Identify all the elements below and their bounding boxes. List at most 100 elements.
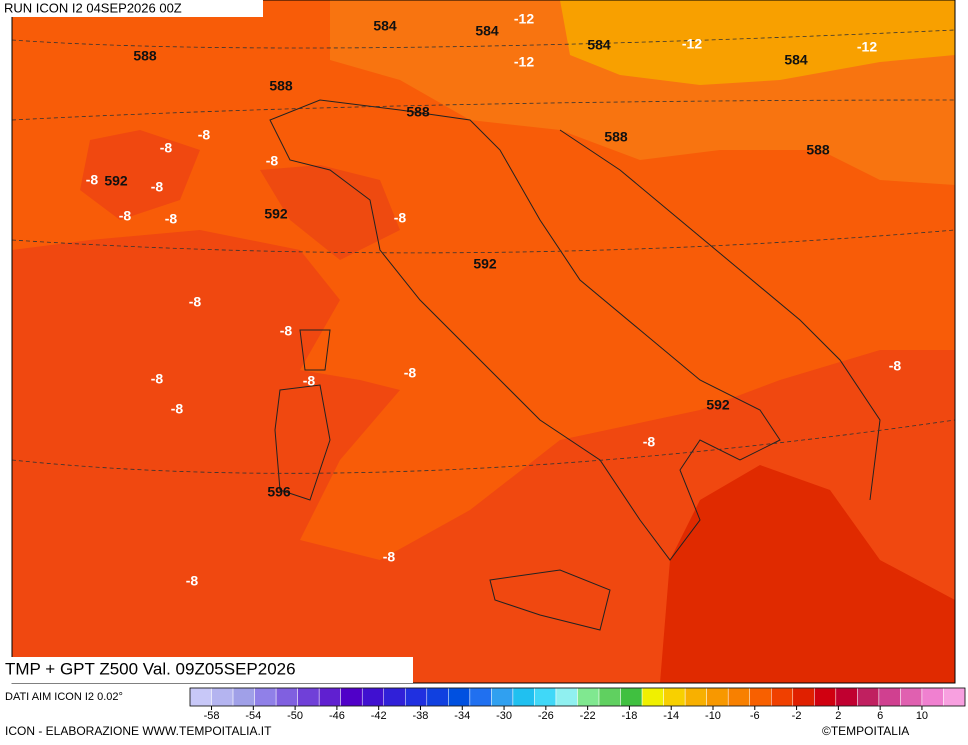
- coastline: [269, 99, 781, 561]
- temp-label: -12: [514, 54, 534, 70]
- temp-label: -8: [151, 179, 164, 195]
- dark-red-region: [660, 465, 955, 683]
- credit: ICON - ELABORAZIONE WWW.TEMPOITALIA.IT: [5, 724, 272, 738]
- run-label: RUN ICON I2 04SEP2026 00Z: [4, 0, 182, 15]
- colorbar-tick-label: -58: [204, 710, 220, 722]
- isohypse: [11, 29, 956, 474]
- temp-label: -8: [151, 371, 164, 387]
- colorbar-swatch: [577, 687, 600, 707]
- colorbar-swatch: [684, 687, 707, 707]
- temp-label: -8: [643, 434, 656, 450]
- temp-label: -12: [514, 11, 534, 27]
- height-label: 592: [104, 173, 128, 189]
- colorbar-swatch: [727, 687, 750, 707]
- colorbar-swatch: [555, 687, 578, 707]
- colorbar-swatch: [706, 687, 729, 707]
- source-label: DATI AIM ICON I2 0.02°: [5, 691, 123, 703]
- contour-labels: 584 584 584 584 588 588 588 588 588 592 592 592 592 5…: [86, 11, 902, 589]
- colorbar-swatch: [318, 687, 341, 707]
- colorbar-tick-label: -38: [413, 710, 429, 722]
- colorbar-tick-label: -26: [538, 710, 554, 722]
- colorbar-tick-label: -34: [454, 710, 470, 722]
- colorbar-swatch: [663, 687, 686, 707]
- colorbar-swatch: [232, 687, 255, 707]
- colorbar-swatch: [814, 687, 837, 707]
- colorbar-swatch: [297, 687, 320, 707]
- colorbar-swatch: [835, 687, 858, 707]
- height-label: 588: [604, 129, 628, 145]
- coastline: [559, 129, 881, 501]
- colorbar-swatch: [211, 687, 234, 707]
- colorbar-tick-label: 10: [916, 710, 928, 722]
- height-label: 596: [267, 484, 291, 500]
- map-title: TMP + GPT Z500 Val. 09Z05SEP2026: [5, 659, 296, 678]
- map-frame: [11, 0, 956, 684]
- colorbar-tick-label: -6: [750, 710, 760, 722]
- temp-label: -8: [394, 210, 407, 226]
- colorbar-tick-label: 2: [835, 710, 841, 722]
- colorbar-swatch: [943, 687, 966, 707]
- height-label: 592: [473, 256, 497, 272]
- colorbar-swatch: [857, 687, 880, 707]
- temp-label: -8: [189, 294, 202, 310]
- height-label: 592: [706, 397, 730, 413]
- yellow-band: [560, 0, 955, 85]
- temp-label: -12: [682, 36, 702, 52]
- colorbar-swatch: [361, 687, 385, 707]
- colorbar-tick-label: 6: [877, 710, 883, 722]
- height-label: 588: [269, 78, 293, 94]
- islands: [274, 329, 611, 631]
- colorbar-tick-label: -2: [792, 710, 802, 722]
- colorbar-swatch: [448, 687, 471, 707]
- height-label: 584: [784, 52, 808, 68]
- temp-label: -8: [383, 549, 396, 565]
- temp-label: -8: [186, 573, 199, 589]
- height-label: 584: [373, 18, 397, 34]
- colorbar-tick-label: -54: [245, 710, 261, 722]
- temp-label: -8: [404, 365, 417, 381]
- colorbar-swatch: [254, 687, 277, 707]
- temp-label: -8: [119, 208, 132, 224]
- colorbar-swatch: [275, 687, 298, 707]
- temp-label: -12: [857, 39, 877, 55]
- colorbar-tick-label: -30: [496, 710, 512, 722]
- temp-label: -8: [198, 127, 211, 143]
- colorbar-swatch: [383, 687, 406, 707]
- colorbar-swatch: [512, 687, 535, 707]
- colorbar-swatch: [340, 687, 363, 707]
- temp-label: -8: [171, 401, 184, 417]
- colorbar-swatch: [900, 687, 923, 707]
- red-patch: [260, 165, 400, 260]
- colorbar-swatch: [189, 687, 212, 707]
- height-label: 588: [133, 48, 157, 64]
- height-label: 588: [406, 104, 430, 120]
- colorbar-swatch: [426, 687, 449, 707]
- temp-label: -8: [86, 172, 99, 188]
- temp-label: -8: [889, 358, 902, 374]
- colorbar-swatch: [792, 687, 815, 707]
- colorbar-tick-label: -42: [371, 710, 387, 722]
- colorbar-swatch: [641, 687, 664, 707]
- colorbar-tick-label: -10: [705, 710, 721, 722]
- temp-label: -8: [303, 373, 316, 389]
- colorbar-tick-label: -50: [287, 710, 303, 722]
- colorbar-swatch: [620, 687, 643, 707]
- colorbar-swatch: [921, 687, 944, 707]
- colorbar-swatch: [771, 687, 794, 707]
- colorbar-tick-label: -22: [580, 710, 596, 722]
- run-box: [0, 0, 263, 17]
- temp-label: -8: [266, 153, 279, 169]
- colorbar-tick-label: -46: [329, 710, 345, 722]
- temp-label: -8: [280, 323, 293, 339]
- height-label: 584: [587, 37, 611, 53]
- temp-label: -8: [160, 140, 173, 156]
- temp-label: -8: [165, 211, 178, 227]
- colorbar: -58 -54 -50 -46 -42 -38 -34 -30 -26 -22 -18 -14 -10-…: [189, 687, 966, 722]
- red-patch: [80, 130, 200, 220]
- title-box: [0, 657, 413, 683]
- colorbar-frame: [189, 687, 966, 707]
- brand: ©TEMPOITALIA: [822, 724, 909, 738]
- colorbar-tick-label: -14: [663, 710, 679, 722]
- height-label: 592: [264, 206, 288, 222]
